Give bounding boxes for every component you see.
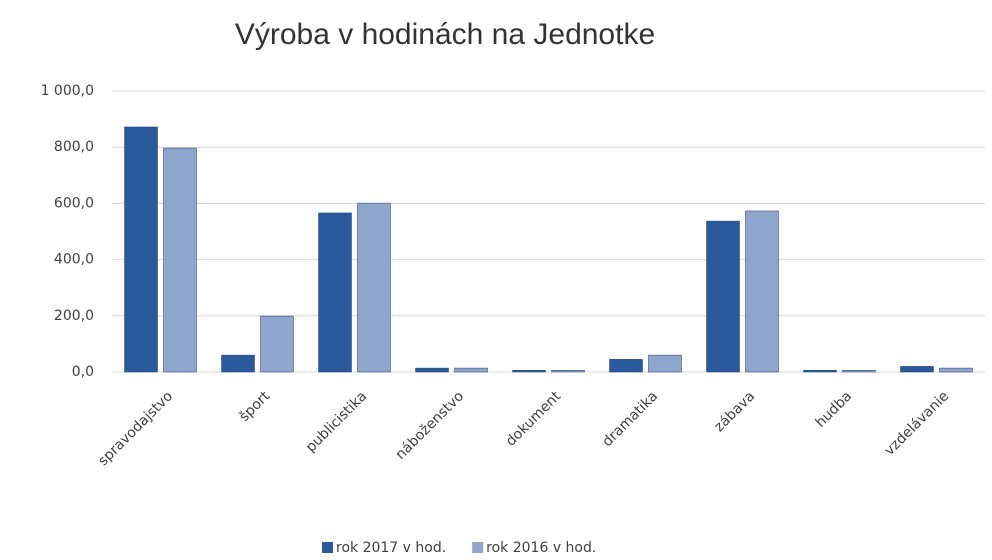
bar bbox=[318, 212, 352, 373]
bar bbox=[900, 366, 934, 373]
bar bbox=[939, 367, 973, 373]
x-tick-label: šport bbox=[236, 388, 273, 425]
legend-swatch bbox=[472, 542, 484, 553]
bar bbox=[745, 210, 779, 373]
bar bbox=[163, 147, 197, 373]
bar bbox=[260, 315, 294, 373]
x-tick-label: dokument bbox=[503, 388, 565, 450]
bar bbox=[124, 126, 158, 373]
y-tick-label: 400,0 bbox=[54, 252, 94, 268]
x-tick-label: publicistika bbox=[303, 388, 370, 455]
bar bbox=[415, 367, 449, 373]
bar bbox=[648, 354, 682, 373]
y-tick-label: 1 000,0 bbox=[41, 83, 94, 99]
bar bbox=[842, 370, 876, 373]
x-tick-label: vzdelávanie bbox=[882, 388, 953, 459]
bar bbox=[512, 370, 546, 373]
y-tick-label: 200,0 bbox=[54, 308, 94, 324]
x-tick-label: hudba bbox=[813, 388, 856, 431]
bar bbox=[803, 370, 837, 373]
y-tick-label: 800,0 bbox=[54, 139, 94, 155]
x-tick-label: dramatika bbox=[599, 388, 661, 450]
bar bbox=[609, 359, 643, 373]
legend-swatch bbox=[322, 542, 333, 553]
bar bbox=[221, 354, 255, 373]
bar bbox=[357, 202, 391, 373]
bar bbox=[454, 367, 488, 373]
legend-label: rok 2017 v hod. bbox=[336, 540, 446, 556]
legend-label: rok 2016 v hod. bbox=[486, 540, 596, 556]
bar bbox=[706, 220, 740, 373]
chart-title: Výroba v hodinách na Jednotke bbox=[235, 18, 655, 51]
y-tick-label: 600,0 bbox=[54, 195, 94, 211]
x-tick-label: zábava bbox=[711, 388, 758, 435]
bar bbox=[551, 370, 585, 373]
y-tick-label: 0,0 bbox=[72, 364, 94, 380]
x-tick-label: náboženstvo bbox=[393, 388, 468, 463]
x-tick-label: spravodajstvo bbox=[95, 388, 176, 469]
